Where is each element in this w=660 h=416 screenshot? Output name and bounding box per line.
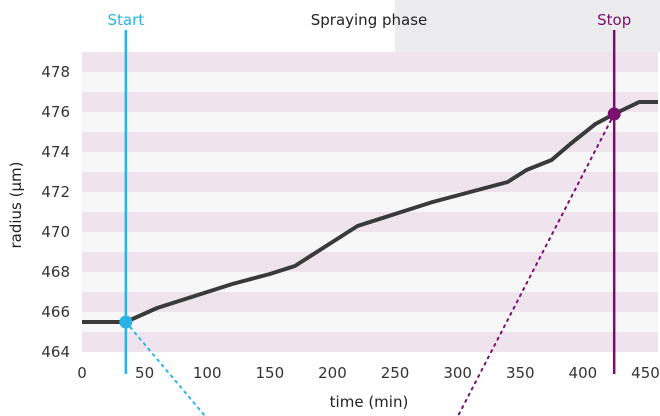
band-light — [82, 152, 658, 172]
x-tick-label: 250 — [381, 364, 410, 382]
series-group — [82, 100, 658, 324]
phase-label: Spraying phase — [311, 11, 428, 29]
band-shaded — [82, 292, 658, 312]
y-axis-title: radius (µm) — [7, 162, 25, 249]
x-tick-label: 50 — [135, 364, 154, 382]
band-light — [82, 192, 658, 212]
grid-bands — [82, 0, 660, 352]
marker-points — [119, 107, 621, 329]
x-tick-label: 150 — [256, 364, 285, 382]
start-projection-line — [124, 321, 206, 416]
x-tick-label: 400 — [569, 364, 598, 382]
marker-labels: Start Stop — [107, 11, 631, 29]
band-shaded — [82, 132, 658, 152]
y-tick-label: 472 — [41, 183, 70, 201]
stop-projection-line — [457, 113, 616, 416]
x-tick-label: 450 — [631, 364, 660, 382]
band-light — [82, 232, 658, 252]
y-tick-label: 464 — [41, 343, 70, 361]
band-light — [82, 72, 658, 92]
y-tick-label: 468 — [41, 263, 70, 281]
band-light — [82, 312, 658, 332]
series-line-0 — [82, 100, 658, 324]
band-light — [82, 272, 658, 292]
x-tick-label: 100 — [193, 364, 222, 382]
band-shaded — [82, 252, 658, 272]
band-light — [82, 112, 658, 132]
y-tick-label: 474 — [41, 143, 70, 161]
y-tick-label: 476 — [41, 103, 70, 121]
x-axis-title: time (min) — [330, 393, 409, 411]
marker-point-start — [119, 315, 133, 329]
y-tick-label: 478 — [41, 63, 70, 81]
y-tick-label: 466 — [41, 303, 70, 321]
x-tick-label: 350 — [506, 364, 535, 382]
y-tick-label: 470 — [41, 223, 70, 241]
band-shaded — [82, 92, 658, 112]
x-tick-label: 0 — [77, 364, 87, 382]
x-tick-label: 200 — [318, 364, 347, 382]
x-tick-label: 300 — [443, 364, 472, 382]
band-shaded — [82, 172, 658, 192]
marker-label-stop: Stop — [597, 11, 631, 29]
marker-label-start: Start — [107, 11, 144, 29]
band-shaded — [82, 52, 658, 72]
y-axis-ticks: 464 466 468 470 472 474 476 478 — [41, 63, 70, 361]
header-tint — [395, 0, 660, 52]
marker-point-stop — [607, 107, 621, 121]
x-axis-ticks: 0 50 100 150 200 250 300 350 400 450 — [77, 364, 660, 382]
band-shaded — [82, 332, 658, 352]
